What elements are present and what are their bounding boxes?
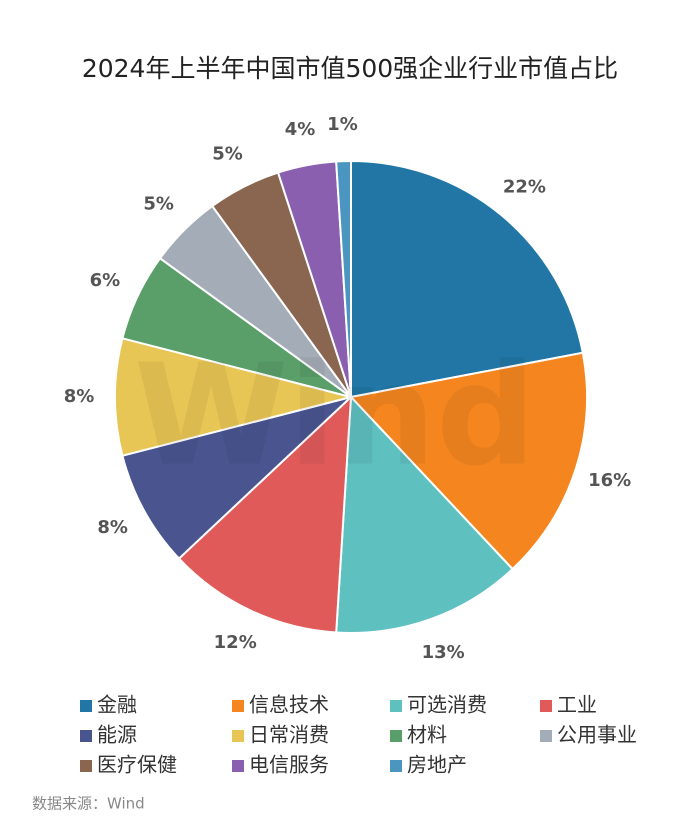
legend-swatch: [80, 700, 92, 712]
data-label: 4%: [285, 119, 316, 140]
pie-slice: [349, 351, 588, 571]
legend-swatch: [232, 730, 244, 742]
legend-label: 电信服务: [249, 753, 329, 777]
legend-swatch: [540, 700, 552, 712]
chart-title: 2024年上半年中国市值500强企业行业市值占比: [82, 54, 618, 83]
pie-slice: [335, 159, 352, 398]
legend-label: 房地产: [407, 753, 467, 777]
data-label: 22%: [503, 176, 546, 197]
data-label: 5%: [212, 144, 243, 165]
pie-slice: [113, 337, 352, 457]
data-label: 8%: [64, 386, 95, 407]
legend-label: 材料: [407, 723, 447, 747]
legend-swatch: [80, 760, 92, 772]
legend-label: 医疗保健: [97, 753, 177, 777]
data-label: 16%: [588, 470, 631, 491]
legend-label: 信息技术: [249, 693, 329, 717]
data-label: 12%: [214, 632, 257, 653]
data-label: 13%: [422, 642, 465, 663]
legend-label: 能源: [97, 723, 137, 747]
legend-swatch: [390, 700, 402, 712]
legend-swatch: [80, 730, 92, 742]
pie-slice: [335, 394, 514, 634]
source-note: 数据来源：Wind: [32, 795, 145, 813]
watermark: Wind: [134, 335, 536, 498]
pie-slice: [177, 394, 353, 634]
legend-label: 公用事业: [557, 723, 637, 747]
pie-slice: [121, 396, 352, 560]
legend-label: 金融: [97, 693, 137, 717]
pie-slice: [350, 159, 584, 399]
legend-label: 可选消费: [407, 693, 487, 717]
legend-label: 工业: [557, 693, 597, 717]
legend-swatch: [232, 760, 244, 772]
legend-swatch: [390, 760, 402, 772]
legend-swatch: [232, 700, 244, 712]
legend-swatch: [390, 730, 402, 742]
data-label: 1%: [327, 114, 358, 135]
pie: 22% 16% 13% 12% 8% 8% 6% 5% 5% 4% 1%: [64, 114, 632, 663]
legend-label: 日常消费: [249, 723, 329, 747]
data-label: 6%: [90, 270, 121, 291]
data-label: 8%: [97, 517, 128, 538]
data-label: 5%: [143, 194, 174, 215]
legend-swatch: [540, 730, 552, 742]
